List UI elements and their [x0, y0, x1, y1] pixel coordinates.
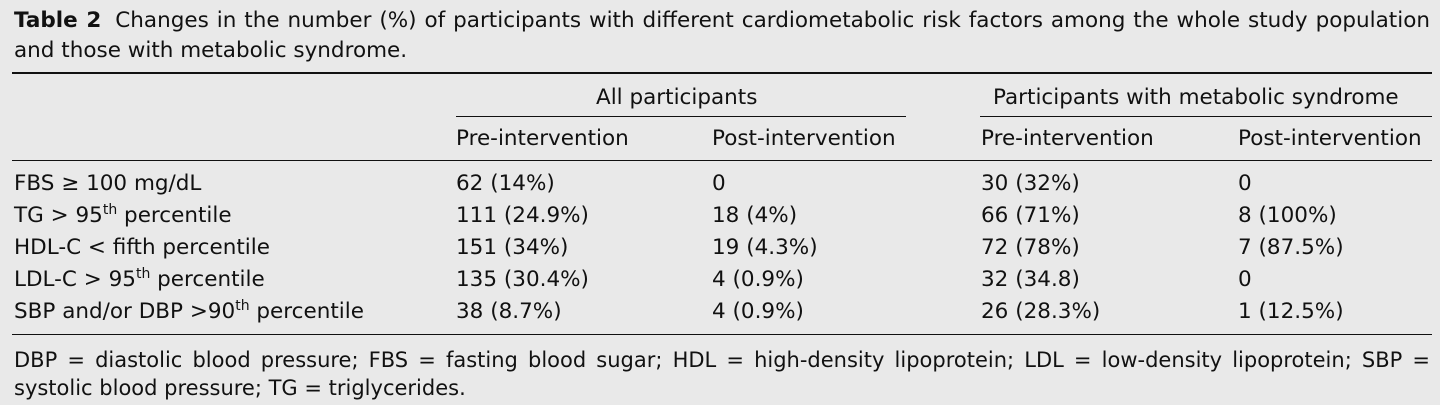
cell-all-pre: 111 (24.9%): [456, 203, 589, 228]
row-label: LDL-C > 95th percentile: [14, 266, 265, 292]
header-all-pre: Pre-intervention: [456, 126, 629, 151]
bottom-rule: [12, 334, 1432, 335]
cell-mets-post: 0: [1238, 171, 1252, 196]
header-metabolic-syndrome: Participants with metabolic syndrome: [993, 85, 1399, 110]
table-caption-label: Table 2: [14, 8, 102, 33]
cell-mets-post: 1 (12.5%): [1238, 299, 1344, 324]
cell-mets-post: 8 (100%): [1238, 203, 1337, 228]
row-label: HDL-C < fifth percentile: [14, 235, 270, 260]
group-rule-all: [456, 116, 906, 117]
cell-all-post: 19 (4.3%): [712, 235, 818, 260]
row-label: FBS ≥ 100 mg/dL: [14, 171, 202, 196]
table-caption: Table 2 Changes in the number (%) of part…: [14, 6, 1430, 66]
row-label: TG > 95th percentile: [14, 202, 232, 228]
header-all-post: Post-intervention: [712, 126, 896, 151]
top-rule: [12, 72, 1432, 74]
cell-all-post: 0: [712, 171, 726, 196]
cell-all-post: 18 (4%): [712, 203, 798, 228]
row-label: SBP and/or DBP >90th percentile: [14, 298, 364, 324]
cell-all-post: 4 (0.9%): [712, 299, 804, 324]
cell-mets-pre: 66 (71%): [981, 203, 1080, 228]
table-footnote: DBP = diastolic blood pressure; FBS = fa…: [14, 348, 1430, 400]
cell-mets-pre: 26 (28.3%): [981, 299, 1101, 324]
header-all-participants: All participants: [596, 85, 758, 110]
table-caption-text: Changes in the number (%) of participant…: [14, 8, 1430, 63]
header-mets-post: Post-intervention: [1238, 126, 1422, 151]
cell-all-pre: 151 (34%): [456, 235, 569, 260]
cell-mets-post: 7 (87.5%): [1238, 235, 1344, 260]
cell-mets-post: 0: [1238, 267, 1252, 292]
cell-mets-pre: 32 (34.8): [981, 267, 1080, 292]
cell-mets-pre: 30 (32%): [981, 171, 1080, 196]
group-rule-mets: [980, 116, 1432, 117]
cell-all-post: 4 (0.9%): [712, 267, 804, 292]
cell-mets-pre: 72 (78%): [981, 235, 1080, 260]
cell-all-pre: 62 (14%): [456, 171, 555, 196]
cell-all-pre: 135 (30.4%): [456, 267, 589, 292]
header-rule: [12, 160, 1432, 161]
cell-all-pre: 38 (8.7%): [456, 299, 562, 324]
header-mets-pre: Pre-intervention: [981, 126, 1154, 151]
